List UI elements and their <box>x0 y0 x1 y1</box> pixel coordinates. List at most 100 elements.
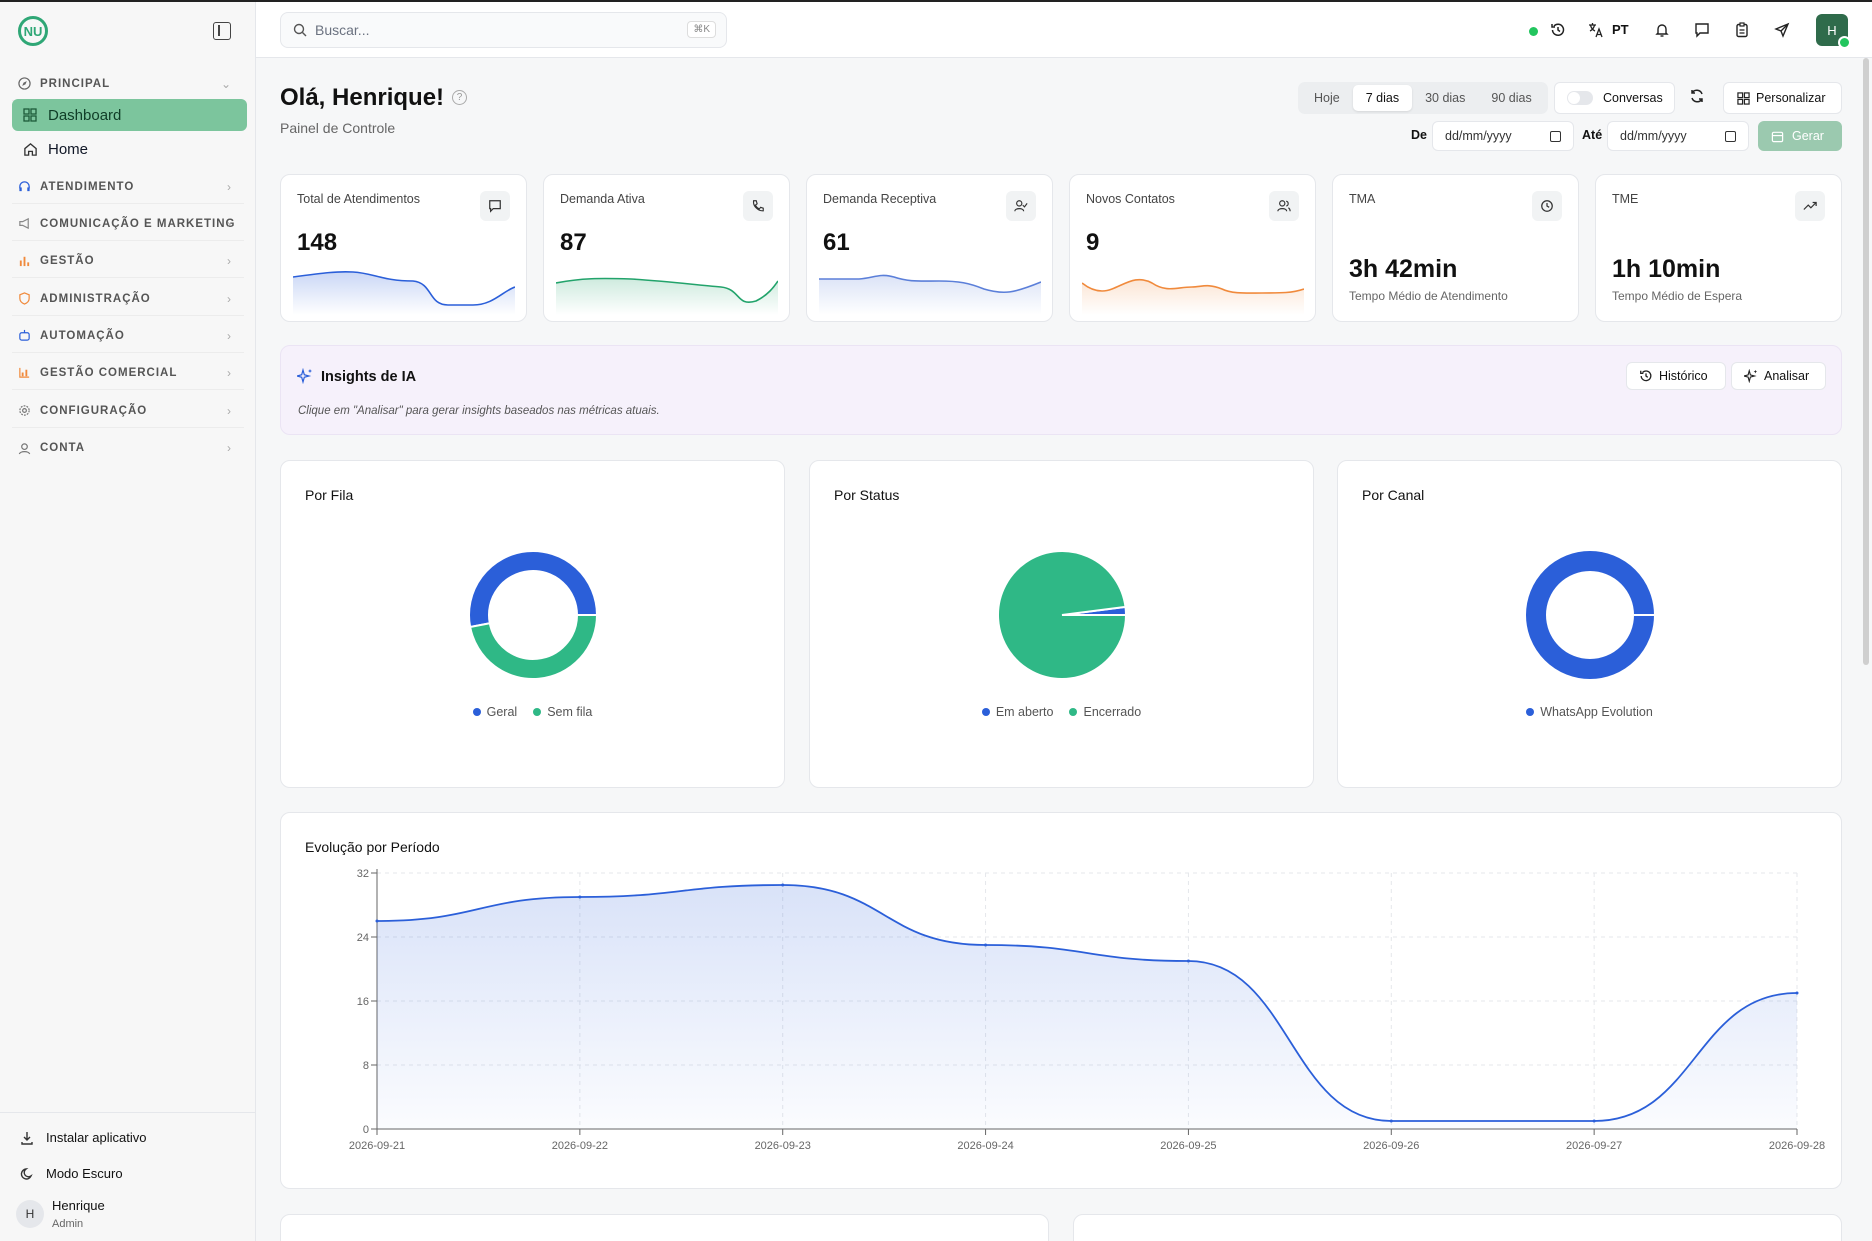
donut-chart-by-queue[interactable] <box>463 545 603 685</box>
user-avatar[interactable]: H <box>1816 14 1851 49</box>
pie-slice-whatsapp-evolution[interactable] <box>1526 551 1654 679</box>
history-icon <box>1639 369 1653 383</box>
toggle-switch[interactable] <box>1567 91 1593 105</box>
chevron-right-icon: › <box>227 180 232 194</box>
pie-slice-sem-fila[interactable] <box>468 614 599 680</box>
legend-dot <box>1526 708 1535 716</box>
search-input[interactable]: Buscar... ⌘K <box>280 12 727 48</box>
section-gestao[interactable]: GESTÃO › <box>12 244 244 278</box>
chart-legend: Geral Sem fila <box>281 705 784 719</box>
help-icon[interactable]: ? <box>452 90 467 105</box>
date-to-input[interactable]: dd/mm/yyyy <box>1607 121 1749 151</box>
legend-dot <box>533 708 542 716</box>
section-administracao[interactable]: ADMINISTRAÇÃO › <box>12 282 244 316</box>
date-from-placeholder: dd/mm/yyyy <box>1445 129 1512 143</box>
collapse-sidebar-icon[interactable] <box>213 22 231 40</box>
data-point[interactable] <box>781 883 785 887</box>
data-point[interactable] <box>578 895 582 899</box>
conversations-toggle[interactable]: Conversas <box>1554 82 1675 114</box>
range-90-days-button[interactable]: 90 dias <box>1491 91 1532 105</box>
ai-insights-panel: Insights de IA Clique em "Analisar" para… <box>280 345 1842 435</box>
y-tick-label: 8 <box>363 1060 369 1072</box>
kpi-card-active-demand: Demanda Ativa 87 <box>543 174 790 322</box>
sparkles-icon <box>297 368 313 384</box>
legend-item[interactable]: Em aberto <box>981 705 1054 719</box>
kpi-title: Total de Atendimentos <box>297 192 420 206</box>
pie-slice-geral[interactable] <box>468 550 599 629</box>
section-gestao-comercial[interactable]: GESTÃO COMERCIAL › <box>12 356 244 390</box>
range-today-button[interactable]: Hoje <box>1314 91 1340 105</box>
sidebar-item-home[interactable]: Home <box>12 133 247 165</box>
x-tick-label: 2026-09-24 <box>957 1140 1013 1152</box>
data-point[interactable] <box>984 943 988 947</box>
history-icon[interactable] <box>1548 20 1568 40</box>
calendar-icon[interactable] <box>1725 131 1736 142</box>
page-scrollbar[interactable] <box>1863 58 1869 665</box>
sparkline-receptive <box>819 274 1041 315</box>
dark-mode-button[interactable]: Modo Escuro <box>20 1166 123 1181</box>
data-point[interactable] <box>1795 991 1799 995</box>
install-app-button[interactable]: Instalar aplicativo <box>20 1130 146 1145</box>
online-status-dot <box>1529 27 1538 36</box>
history-button[interactable]: Histórico <box>1626 362 1726 390</box>
section-configuracao[interactable]: CONFIGURAÇÃO › <box>12 394 244 428</box>
area-chart-evolution[interactable]: 0 8 16 24 32 2026-09-21 2026-09-22 2026-09-23 20… <box>281 813 1843 1190</box>
section-label: GESTÃO <box>40 254 95 267</box>
section-atendimento[interactable]: ATENDIMENTO › <box>12 170 244 204</box>
search-placeholder: Buscar... <box>315 22 370 38</box>
data-point[interactable] <box>1186 959 1190 963</box>
bell-icon[interactable] <box>1652 20 1672 40</box>
clipboard-icon[interactable] <box>1732 20 1752 40</box>
send-icon[interactable] <box>1772 20 1792 40</box>
donut-chart-by-channel[interactable] <box>1520 545 1660 685</box>
calendar-icon[interactable] <box>1550 131 1561 142</box>
x-tick-label: 2026-09-26 <box>1363 1140 1419 1152</box>
translate-icon[interactable] <box>1586 20 1606 40</box>
chart-card-bottom-right <box>1073 1214 1842 1241</box>
section-automacao[interactable]: AUTOMAÇÃO › <box>12 319 244 353</box>
insights-title: Insights de IA <box>321 369 417 385</box>
language-selector[interactable]: PT <box>1612 22 1629 37</box>
data-point[interactable] <box>375 919 379 923</box>
compass-icon <box>17 77 31 91</box>
pie-slice-encerrado[interactable] <box>997 549 1128 680</box>
user-name: Henrique <box>52 1198 105 1213</box>
pie-chart-by-status[interactable] <box>992 545 1132 685</box>
chevron-right-icon: › <box>227 404 232 418</box>
range-7-days-button[interactable]: 7 dias <box>1352 85 1413 111</box>
chevron-right-icon: › <box>227 366 232 380</box>
legend-item[interactable]: Sem fila <box>533 705 592 719</box>
data-point[interactable] <box>1389 1119 1393 1123</box>
kpi-subtitle: Tempo Médio de Espera <box>1612 289 1743 303</box>
date-from-label: De <box>1411 128 1427 142</box>
app-logo[interactable]: NU <box>18 16 48 46</box>
legend-label: Em aberto <box>995 705 1054 719</box>
sparkles-icon <box>1744 369 1758 383</box>
section-conta[interactable]: CONTA › <box>12 431 244 465</box>
legend-dot <box>1069 708 1078 716</box>
data-point[interactable] <box>1592 1119 1596 1123</box>
customize-button[interactable]: Personalizar <box>1723 82 1842 114</box>
section-principal[interactable]: PRINCIPAL ⌄ <box>12 67 244 101</box>
sidebar-item-dashboard[interactable]: Dashboard <box>12 99 247 131</box>
section-comunicacao[interactable]: COMUNICAÇÃO E MARKETING › <box>12 207 244 241</box>
legend-label: Geral <box>486 705 518 719</box>
analyze-button[interactable]: Analisar <box>1731 362 1826 390</box>
avatar[interactable]: H <box>16 1200 44 1228</box>
generate-button[interactable]: Gerar <box>1758 121 1842 151</box>
refresh-icon[interactable] <box>1689 88 1705 109</box>
search-icon <box>293 23 307 37</box>
section-label: ATENDIMENTO <box>40 180 135 193</box>
legend-label: Sem fila <box>547 705 593 719</box>
moon-icon <box>20 1167 36 1181</box>
chat-icon[interactable] <box>1692 20 1712 40</box>
date-from-input[interactable]: dd/mm/yyyy <box>1432 121 1574 151</box>
legend-item[interactable]: Geral <box>472 705 518 719</box>
chart-legend: WhatsApp Evolution <box>1338 705 1841 719</box>
date-range-selector: Hoje 7 dias 30 dias 90 dias <box>1298 82 1548 114</box>
clock-icon <box>1532 191 1562 221</box>
legend-item[interactable]: Encerrado <box>1069 705 1141 719</box>
range-30-days-button[interactable]: 30 dias <box>1425 91 1466 105</box>
legend-item[interactable]: WhatsApp Evolution <box>1526 705 1653 719</box>
calendar-icon <box>1771 130 1784 143</box>
